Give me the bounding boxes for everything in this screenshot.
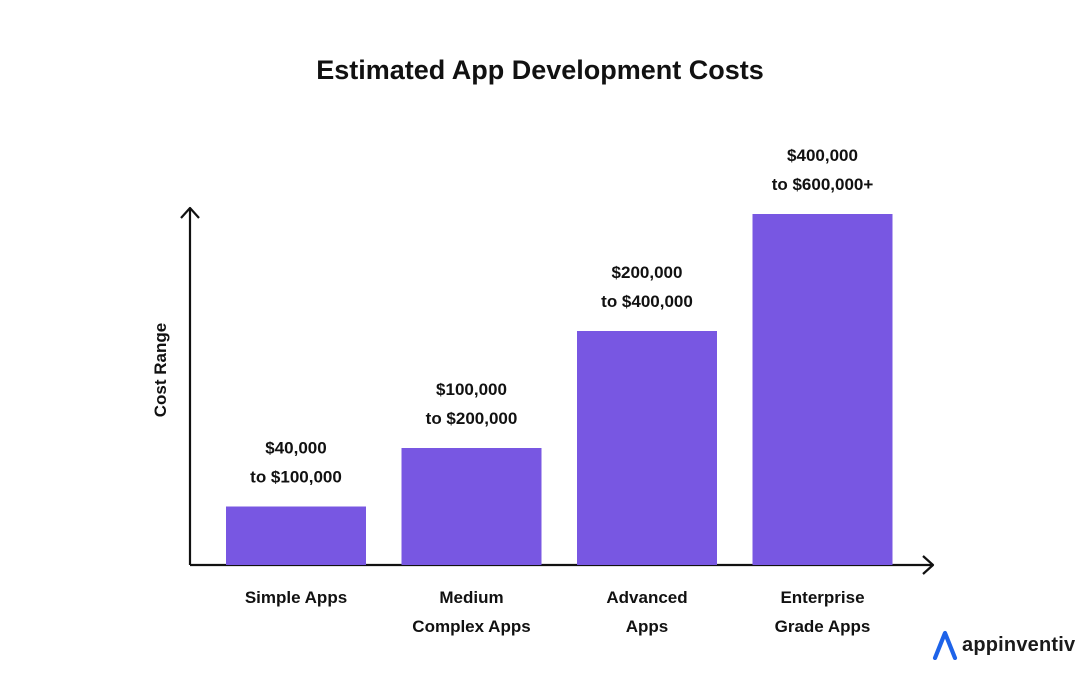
bar-value-label: $40,000 — [265, 439, 326, 458]
category-label: Advanced — [606, 588, 687, 607]
bar-value-label: to $400,000 — [601, 292, 693, 311]
bar-value-label: $400,000 — [787, 146, 858, 165]
category-label: Medium — [439, 588, 503, 607]
category-label: Enterprise — [780, 588, 864, 607]
bar — [226, 506, 366, 565]
bar — [752, 214, 893, 565]
brand-logo: appinventiv — [932, 628, 1075, 662]
x-axis-arrow — [922, 555, 935, 575]
data-labels-group: $40,000 to $100,000 $100,000 to $200,000 $20… — [250, 146, 873, 487]
chart-title: Estimated App Development Costs — [316, 55, 764, 85]
y-axis-arrow — [180, 206, 200, 219]
category-label: Grade Apps — [775, 617, 871, 636]
category-label: Apps — [626, 617, 669, 636]
brand-name: appinventiv — [962, 633, 1076, 656]
category-label: Simple Apps — [245, 588, 347, 607]
bar-value-label: $200,000 — [612, 263, 683, 282]
appinventiv-logo-icon — [932, 630, 958, 660]
bar-value-label: to $600,000+ — [772, 175, 874, 194]
category-label: Complex Apps — [412, 617, 530, 636]
bars-group — [226, 214, 893, 565]
bar-value-label: to $100,000 — [250, 468, 342, 487]
category-labels-group: Simple Apps Medium Complex Apps Advanced App… — [245, 588, 871, 636]
bar — [401, 448, 542, 565]
bar-value-label: $100,000 — [436, 380, 507, 399]
y-axis-label: Cost Range — [151, 323, 170, 417]
bar-value-label: to $200,000 — [426, 409, 518, 428]
bar — [577, 331, 717, 565]
